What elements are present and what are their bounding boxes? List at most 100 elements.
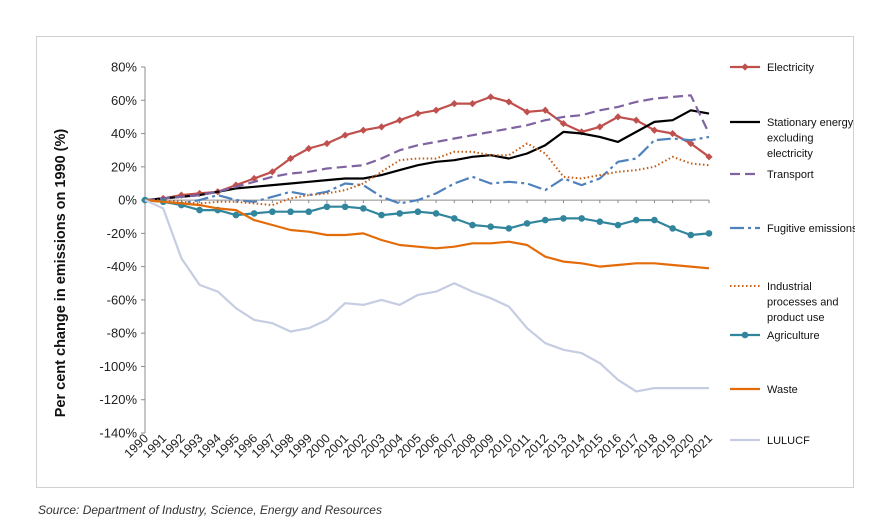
legend-marker [741, 331, 749, 339]
data-point-electricity [541, 106, 549, 114]
series-fugitive-emissions [144, 135, 710, 205]
data-point-electricity [523, 108, 531, 116]
legend-label: Agriculture [767, 330, 820, 342]
series-line-electricity [144, 95, 710, 202]
data-point-agriculture [487, 223, 494, 231]
y-tick-label: 80% [111, 60, 137, 75]
data-point-agriculture [396, 210, 404, 217]
legend-item-waste: Waste [730, 384, 798, 396]
y-tick-label: 60% [111, 93, 137, 108]
y-tick-label: 40% [111, 126, 137, 141]
legend-item-electricity: Electricity [730, 62, 815, 74]
data-point-agriculture [450, 215, 458, 222]
y-tick-label: -100% [99, 359, 137, 374]
data-point-agriculture [578, 215, 585, 222]
data-point-agriculture [360, 205, 367, 212]
data-point-electricity [505, 98, 513, 106]
data-point-electricity [614, 113, 622, 121]
legend-item-fugitive-emissions: Fugitive emissions [730, 223, 855, 235]
legend-label: excluding [767, 133, 813, 145]
data-point-agriculture [323, 203, 331, 211]
y-tick-label: -20% [107, 226, 138, 241]
data-point-electricity [359, 126, 367, 134]
legend-item-industrial-processes-and-product-use: Industrial processes and product use [730, 281, 839, 324]
legend-label: LULUCF [767, 435, 810, 447]
data-point-agriculture [632, 216, 640, 224]
data-point-electricity [414, 109, 422, 118]
axes [144, 67, 709, 433]
data-point-electricity [305, 144, 313, 153]
legend-item-stationary-energy-excluding-electricity: Stationary energy excluding electricity [730, 117, 854, 160]
data-point-electricity [687, 139, 695, 148]
legend: Electricity Stationary energy excluding ele… [730, 62, 855, 447]
legend-label: Stationary energy [767, 117, 854, 129]
data-point-agriculture [541, 216, 549, 224]
data-point-agriculture [250, 210, 258, 217]
data-point-agriculture [414, 208, 422, 216]
data-point-agriculture [614, 221, 622, 229]
legend-label: electricity [767, 148, 813, 160]
data-point-agriculture [669, 225, 676, 232]
series-line-fugitive-emissions [144, 135, 710, 205]
data-point-electricity [286, 154, 295, 163]
series-transport [144, 94, 710, 202]
data-point-electricity [632, 116, 640, 124]
data-point-electricity [650, 126, 659, 134]
chart-frame: Per cent change in emissions on 1990 (%)… [36, 36, 855, 488]
data-point-electricity [487, 93, 495, 101]
y-tick-label: -60% [107, 292, 138, 307]
legend-item-lulucf: LULUCF [730, 435, 810, 447]
y-tick-label: -120% [99, 392, 137, 407]
data-point-agriculture [596, 218, 604, 226]
y-tick-label: 20% [111, 159, 137, 174]
series-line-waste [144, 199, 710, 270]
y-tick-label: -40% [107, 259, 138, 274]
data-point-electricity [341, 131, 349, 139]
y-axis-label: Per cent change in emissions on 1990 (%) [53, 129, 69, 418]
y-tick-label: -80% [107, 326, 138, 341]
series-lines [141, 93, 713, 393]
legend-label: product use [767, 312, 824, 324]
data-point-electricity [432, 106, 440, 114]
data-point-agriculture [287, 208, 294, 216]
data-point-electricity [468, 100, 477, 108]
data-point-agriculture [341, 203, 349, 211]
data-point-electricity [596, 123, 604, 131]
series-waste [144, 199, 710, 270]
data-point-agriculture [560, 215, 567, 222]
series-line-transport [144, 94, 710, 202]
data-point-electricity [705, 153, 713, 161]
data-point-agriculture [469, 221, 476, 229]
source-note: Source: Department of Industry, Science,… [38, 503, 382, 517]
data-point-electricity [323, 139, 331, 148]
legend-label: Transport [767, 169, 814, 181]
series-line-industrial-processes-and-product-use [145, 142, 710, 207]
legend-item-agriculture: Agriculture [730, 330, 820, 342]
legend-label: Fugitive emissions [767, 223, 855, 235]
series-electricity [141, 93, 713, 204]
data-point-electricity [396, 116, 404, 124]
legend-label: processes and [767, 297, 839, 309]
emissions-line-chart: Per cent change in emissions on 1990 (%)… [53, 60, 855, 461]
data-point-agriculture [269, 208, 276, 216]
data-point-electricity [450, 100, 458, 108]
data-point-agriculture [705, 230, 713, 237]
data-point-agriculture [505, 225, 513, 232]
data-point-agriculture [232, 211, 240, 219]
data-point-agriculture [651, 216, 658, 224]
series-agriculture [141, 196, 713, 239]
y-tick-labels: 80% 60% 40% 20% 0% -20% -40% -60% -80% -100% -120%… [99, 60, 145, 441]
y-tick-label: 0% [118, 193, 137, 208]
series-lulucf [144, 199, 709, 393]
y-tick-label: -140% [99, 426, 137, 441]
series-line-lulucf [144, 199, 709, 393]
legend-label: Industrial [767, 281, 812, 293]
data-point-agriculture [523, 220, 531, 227]
legend-marker [741, 63, 749, 71]
data-point-agriculture [687, 231, 695, 239]
legend-label: Waste [767, 384, 798, 396]
legend-item-transport: Transport [730, 169, 814, 181]
data-point-agriculture [432, 210, 440, 217]
data-point-agriculture [196, 206, 203, 214]
legend-label: Electricity [767, 62, 815, 74]
